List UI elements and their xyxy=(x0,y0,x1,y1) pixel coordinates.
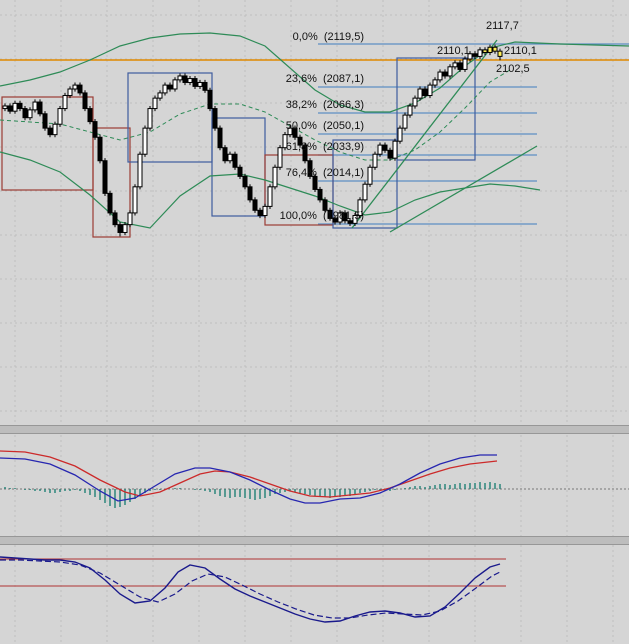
price-line-tag[interactable]: 2110,1 xyxy=(437,45,470,57)
fib-label-500[interactable]: 50,0% (2050,1) xyxy=(285,120,364,132)
candles-layer xyxy=(2,44,503,237)
swing-boxes-layer xyxy=(1,57,476,238)
fib-label-618[interactable]: 61,8% (2033,9) xyxy=(285,141,364,153)
fib-label-382[interactable]: 38,2% (2066,3) xyxy=(285,99,364,111)
price-label-high[interactable]: 2117,7 xyxy=(486,20,519,32)
panel-separator-oscillator[interactable] xyxy=(0,536,629,545)
fib-label-100[interactable]: 100,0% (1981,5) xyxy=(279,210,364,222)
fib-label-0[interactable]: 0,0% (2119,5) xyxy=(292,31,364,43)
fib-label-236[interactable]: 23,6% (2087,1) xyxy=(285,73,364,85)
fib-label-764[interactable]: 76,4% (2014,1) xyxy=(285,167,364,179)
macd-layer[interactable] xyxy=(0,450,629,508)
oscillator-layer[interactable] xyxy=(0,556,506,623)
price-label-low[interactable]: 2102,5 xyxy=(496,63,530,75)
bands-layer xyxy=(0,32,629,233)
panel-separator-macd[interactable] xyxy=(0,425,629,434)
price-label-mid[interactable]: 2110,1 xyxy=(504,45,537,57)
